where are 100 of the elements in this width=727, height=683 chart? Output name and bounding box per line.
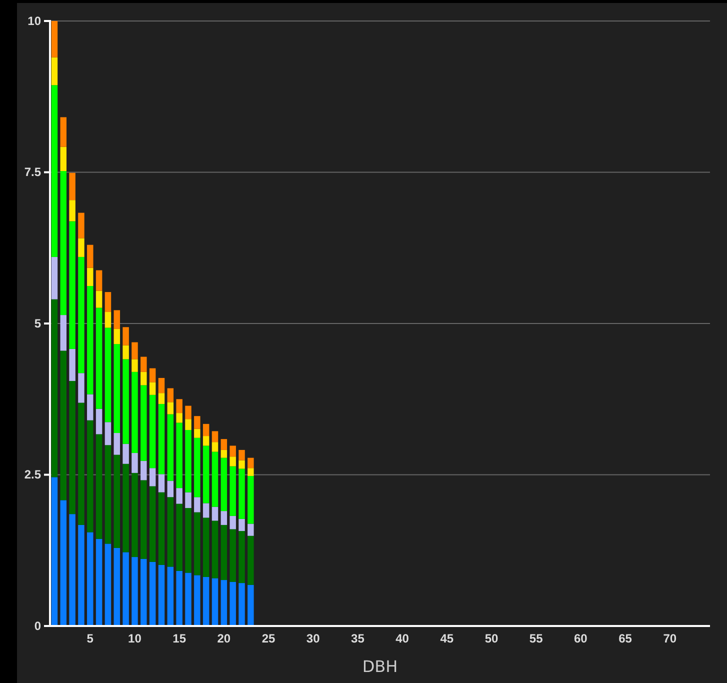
bar bbox=[69, 348, 76, 381]
bar bbox=[238, 460, 245, 469]
bar bbox=[122, 359, 129, 444]
bar bbox=[220, 580, 228, 626]
bar bbox=[51, 57, 58, 86]
bar bbox=[51, 85, 58, 257]
bar bbox=[248, 524, 254, 536]
x-tick-label: 25 bbox=[262, 632, 276, 646]
bar bbox=[194, 438, 200, 498]
bar bbox=[248, 468, 254, 476]
bar bbox=[194, 428, 200, 438]
bar bbox=[114, 454, 120, 548]
bar bbox=[248, 458, 254, 468]
bar bbox=[185, 430, 192, 492]
bar bbox=[69, 172, 76, 200]
bar bbox=[230, 456, 236, 466]
bar bbox=[212, 578, 218, 626]
bar bbox=[212, 442, 218, 452]
bar bbox=[60, 171, 66, 316]
bar bbox=[149, 486, 156, 562]
bar bbox=[78, 256, 84, 374]
bar bbox=[220, 511, 228, 525]
bar bbox=[104, 312, 112, 328]
bar bbox=[87, 394, 94, 420]
bar bbox=[202, 446, 210, 504]
bar bbox=[132, 342, 138, 360]
bar bbox=[96, 434, 102, 539]
bar bbox=[78, 402, 84, 525]
bar bbox=[140, 385, 147, 461]
bar bbox=[167, 388, 174, 402]
bar bbox=[87, 268, 94, 286]
bar bbox=[114, 328, 120, 344]
bar bbox=[202, 503, 210, 518]
y-tick-label: 2.5 bbox=[24, 468, 42, 482]
bar bbox=[78, 212, 84, 238]
bar bbox=[114, 344, 120, 434]
bar bbox=[122, 327, 129, 346]
bar bbox=[132, 472, 138, 558]
bar bbox=[69, 200, 76, 222]
bar bbox=[248, 584, 254, 626]
y-tick-label: 7.5 bbox=[24, 165, 42, 180]
bar bbox=[248, 536, 254, 585]
bar bbox=[202, 518, 210, 577]
bar bbox=[140, 480, 147, 559]
bar bbox=[122, 464, 129, 552]
bar bbox=[185, 508, 192, 573]
bar bbox=[149, 468, 156, 486]
bar bbox=[167, 497, 174, 567]
bar bbox=[114, 310, 120, 329]
bar bbox=[132, 452, 138, 473]
bar bbox=[96, 308, 102, 409]
bar bbox=[96, 270, 102, 291]
bar bbox=[176, 399, 182, 414]
x-tick-label: 50 bbox=[484, 632, 498, 646]
bar bbox=[87, 420, 94, 532]
bar bbox=[78, 238, 84, 257]
bar bbox=[69, 514, 76, 626]
bar bbox=[140, 372, 147, 386]
x-tick-label: 45 bbox=[440, 632, 454, 646]
bar bbox=[132, 557, 138, 626]
x-tick-label: 60 bbox=[574, 632, 588, 646]
bar bbox=[158, 564, 165, 626]
x-axis-title: DBH bbox=[362, 657, 398, 676]
bar bbox=[185, 419, 192, 430]
bar bbox=[69, 221, 76, 349]
bar bbox=[104, 445, 112, 544]
bar bbox=[230, 529, 236, 582]
bar bbox=[212, 452, 218, 507]
bar bbox=[104, 328, 112, 422]
bar bbox=[248, 476, 254, 524]
bar bbox=[167, 402, 174, 414]
bar bbox=[149, 382, 156, 395]
bar bbox=[167, 480, 174, 498]
bar bbox=[220, 439, 228, 450]
bar bbox=[167, 566, 174, 626]
bar bbox=[158, 393, 165, 404]
bar bbox=[69, 380, 76, 514]
bar bbox=[158, 492, 165, 565]
bar bbox=[194, 497, 200, 512]
bar bbox=[238, 518, 245, 532]
bar bbox=[78, 373, 84, 403]
bar bbox=[238, 468, 245, 519]
bar bbox=[176, 413, 182, 423]
bar bbox=[78, 524, 84, 626]
bar bbox=[104, 544, 112, 626]
bar bbox=[238, 531, 245, 584]
bar bbox=[149, 562, 156, 626]
bar bbox=[202, 424, 210, 436]
bar bbox=[238, 583, 245, 626]
bar bbox=[202, 436, 210, 446]
bar bbox=[104, 292, 112, 312]
bar bbox=[96, 290, 102, 308]
bar bbox=[114, 433, 120, 455]
x-tick-label: 55 bbox=[529, 632, 544, 646]
bar bbox=[176, 488, 182, 504]
bar bbox=[140, 356, 147, 372]
bar bbox=[149, 394, 156, 468]
bar bbox=[132, 372, 138, 453]
bar bbox=[51, 299, 58, 478]
bar bbox=[194, 512, 200, 576]
